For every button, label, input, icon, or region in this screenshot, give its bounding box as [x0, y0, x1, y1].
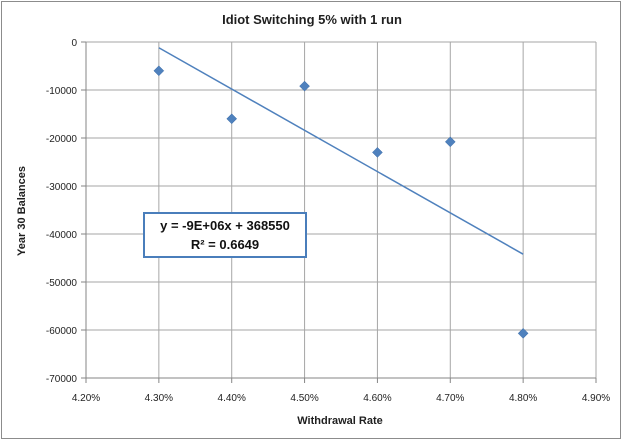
x-axis-title: Withdrawal Rate	[297, 415, 382, 427]
x-tick-label: 4.70%	[436, 393, 464, 404]
trendline-equation: y = -9E+06x + 368550	[160, 218, 290, 233]
x-tick-label: 4.90%	[582, 393, 610, 404]
chart-title: Idiot Switching 5% with 1 run	[222, 12, 402, 27]
y-axis-ticks: 0 -10000 -20000 -30000 -40000 -50000 -60000 -70…	[46, 38, 78, 385]
trendline-equation-box: y = -9E+06x + 368550 R² = 0.6649	[143, 212, 307, 258]
x-tick-label: 4.20%	[72, 393, 100, 404]
y-tick-label: -60000	[46, 326, 78, 337]
x-tick-label: 4.60%	[363, 393, 391, 404]
y-tick-label: -70000	[46, 374, 78, 385]
y-tick-label: -50000	[46, 278, 78, 289]
y-tick-label: -20000	[46, 134, 78, 145]
data-point	[517, 328, 529, 339]
data-point	[153, 65, 165, 77]
data-points	[153, 65, 529, 339]
y-tick-label: -40000	[46, 230, 78, 241]
data-point	[299, 80, 310, 92]
data-point	[372, 147, 383, 158]
linear-trendline	[158, 47, 524, 255]
x-tick-label: 4.80%	[509, 393, 537, 404]
trendline-r-squared: R² = 0.6649	[190, 237, 260, 252]
y-tick-label: -30000	[46, 182, 78, 193]
x-tick-label: 4.40%	[218, 393, 246, 404]
x-tick-label: 4.50%	[290, 393, 318, 404]
y-tick-label: -10000	[46, 86, 78, 97]
x-tick-label: 4.30%	[145, 393, 173, 404]
y-axis-title: Year 30 Balances	[16, 166, 28, 256]
x-axis-ticks: 4.20% 4.30% 4.40% 4.50% 4.60% 4.70% 4.80% 4.90%	[72, 393, 610, 404]
data-point	[444, 136, 456, 148]
data-point	[226, 113, 238, 125]
y-tick-label: 0	[71, 38, 77, 49]
